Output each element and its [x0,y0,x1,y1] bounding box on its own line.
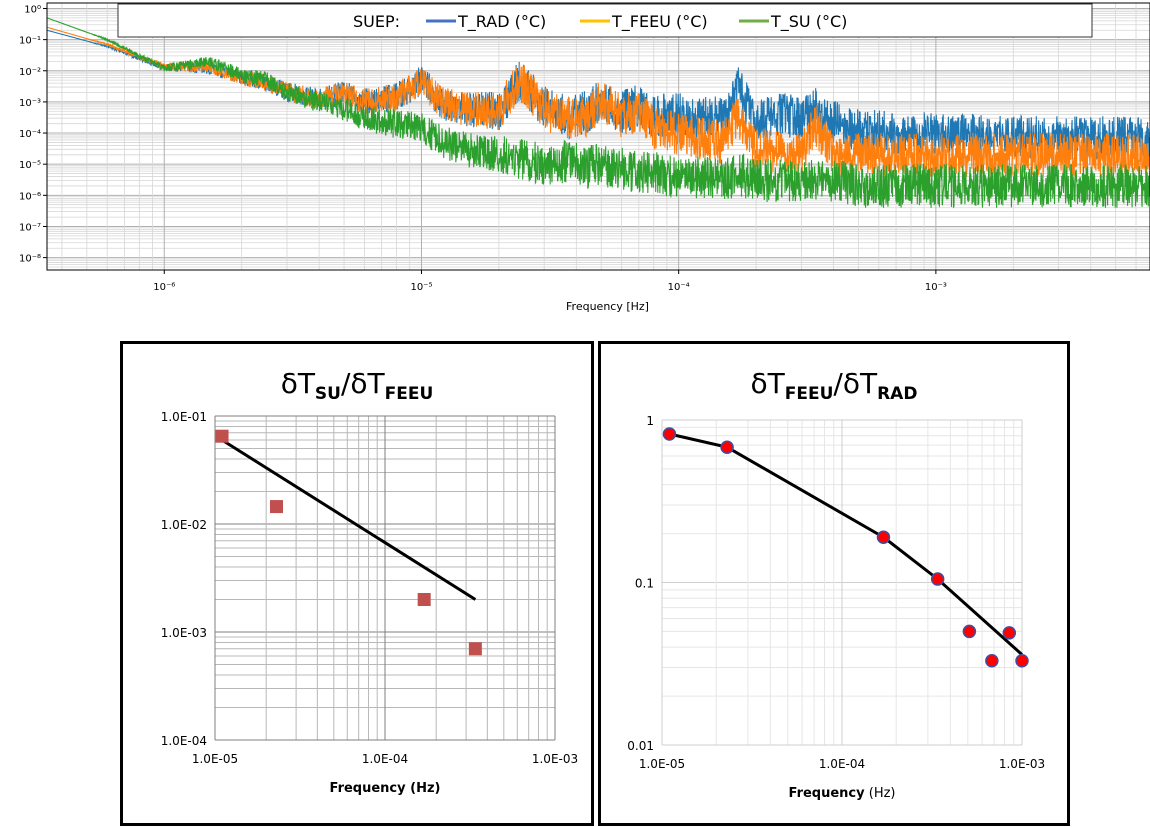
ratio-feeu-rad-chart: δTFEEU/δTRAD 1 0.1 0.01 1.0E-05 1.0E-04 1.0E-0… [598,341,1070,826]
x-tick-label: 1.0E-03 [532,752,578,766]
panel-frame [120,341,594,826]
legend-entry-label: T_RAD (°C) [457,12,546,32]
data-point [985,653,999,668]
data-point [269,500,283,514]
x-tick-label: 1.0E-04 [362,752,408,766]
legend-entry-label: T_SU (°C) [770,12,847,32]
y-tick-label: 0.1 [635,577,654,591]
y-tick-label: 1.0E-02 [161,518,207,532]
y-tick-label: 10⁻⁸ [19,254,41,265]
legend-entry-label: T_FEEU (°C) [611,12,708,32]
x-tick-label: 10⁻⁴ [668,282,690,293]
x-tick-label: 1.0E-03 [999,757,1045,771]
legend: SUEP: T_RAD (°C) T_FEEU (°C) T_SU (°C) [117,3,1093,38]
grid [214,415,556,741]
plot-frame [46,2,1150,271]
data-point [215,429,229,443]
chart-title: δTFEEU/δTRAD [751,367,918,404]
fit-line [221,438,477,601]
x-axis-label: Frequency (Hz) [789,786,896,801]
series-line-2 [46,17,1150,209]
data-point [720,440,734,454]
data-point [417,592,431,606]
y-tick-label: 10⁻⁵ [19,160,41,171]
data-point [468,642,482,656]
x-axis-label: Frequency [Hz] [566,300,649,313]
data-point [876,530,891,544]
y-tick-label: 1.0E-01 [161,410,207,424]
ratio-su-feeu-chart: δTSU/δTFEEU 1.0E-01 1.0E-02 1.0E-03 1.0E-04 1… [120,341,594,826]
y-tick-label: 10⁰ [24,4,41,15]
y-tick-label: 10⁻³ [19,98,41,109]
x-axis-label: Frequency (Hz) [330,781,441,796]
x-tick-label: 10⁻⁶ [153,282,175,293]
data-point [930,572,945,586]
y-tick-label: 1 [646,414,654,428]
x-tick-label: 10⁻⁵ [410,282,432,293]
x-tick-label: 10⁻³ [925,282,947,293]
series-line-1 [46,26,1150,177]
data-point [962,624,977,639]
chart-title: δTSU/δTFEEU [281,367,434,404]
plot-area [47,3,1150,270]
x-tick-label: 1.0E-05 [639,757,685,771]
y-tick-label: 10⁻² [19,67,41,78]
y-tick-label: 10⁻¹ [19,36,41,47]
data-point [1015,653,1029,668]
psd-chart: 10⁰ 10⁻¹ 10⁻² 10⁻³ 10⁻⁴ 10⁻⁵ 10⁻⁶ 10⁻⁷ 10⁻⁸ 10⁻⁶ 1… [19,2,1150,313]
y-tick-label: 1.0E-03 [161,626,207,640]
data-point [1002,626,1017,640]
x-tick-label: 1.0E-04 [819,757,865,771]
data-point [662,427,677,441]
y-tick-label: 10⁻⁴ [19,129,41,140]
x-tick-label: 1.0E-05 [192,752,238,766]
y-tick-label: 10⁻⁶ [19,191,41,202]
y-tick-label: 0.01 [627,739,654,753]
legend-title: SUEP: [353,12,400,31]
y-tick-label: 1.0E-04 [161,734,207,748]
grid [661,419,1023,746]
y-tick-label: 10⁻⁷ [19,222,41,233]
